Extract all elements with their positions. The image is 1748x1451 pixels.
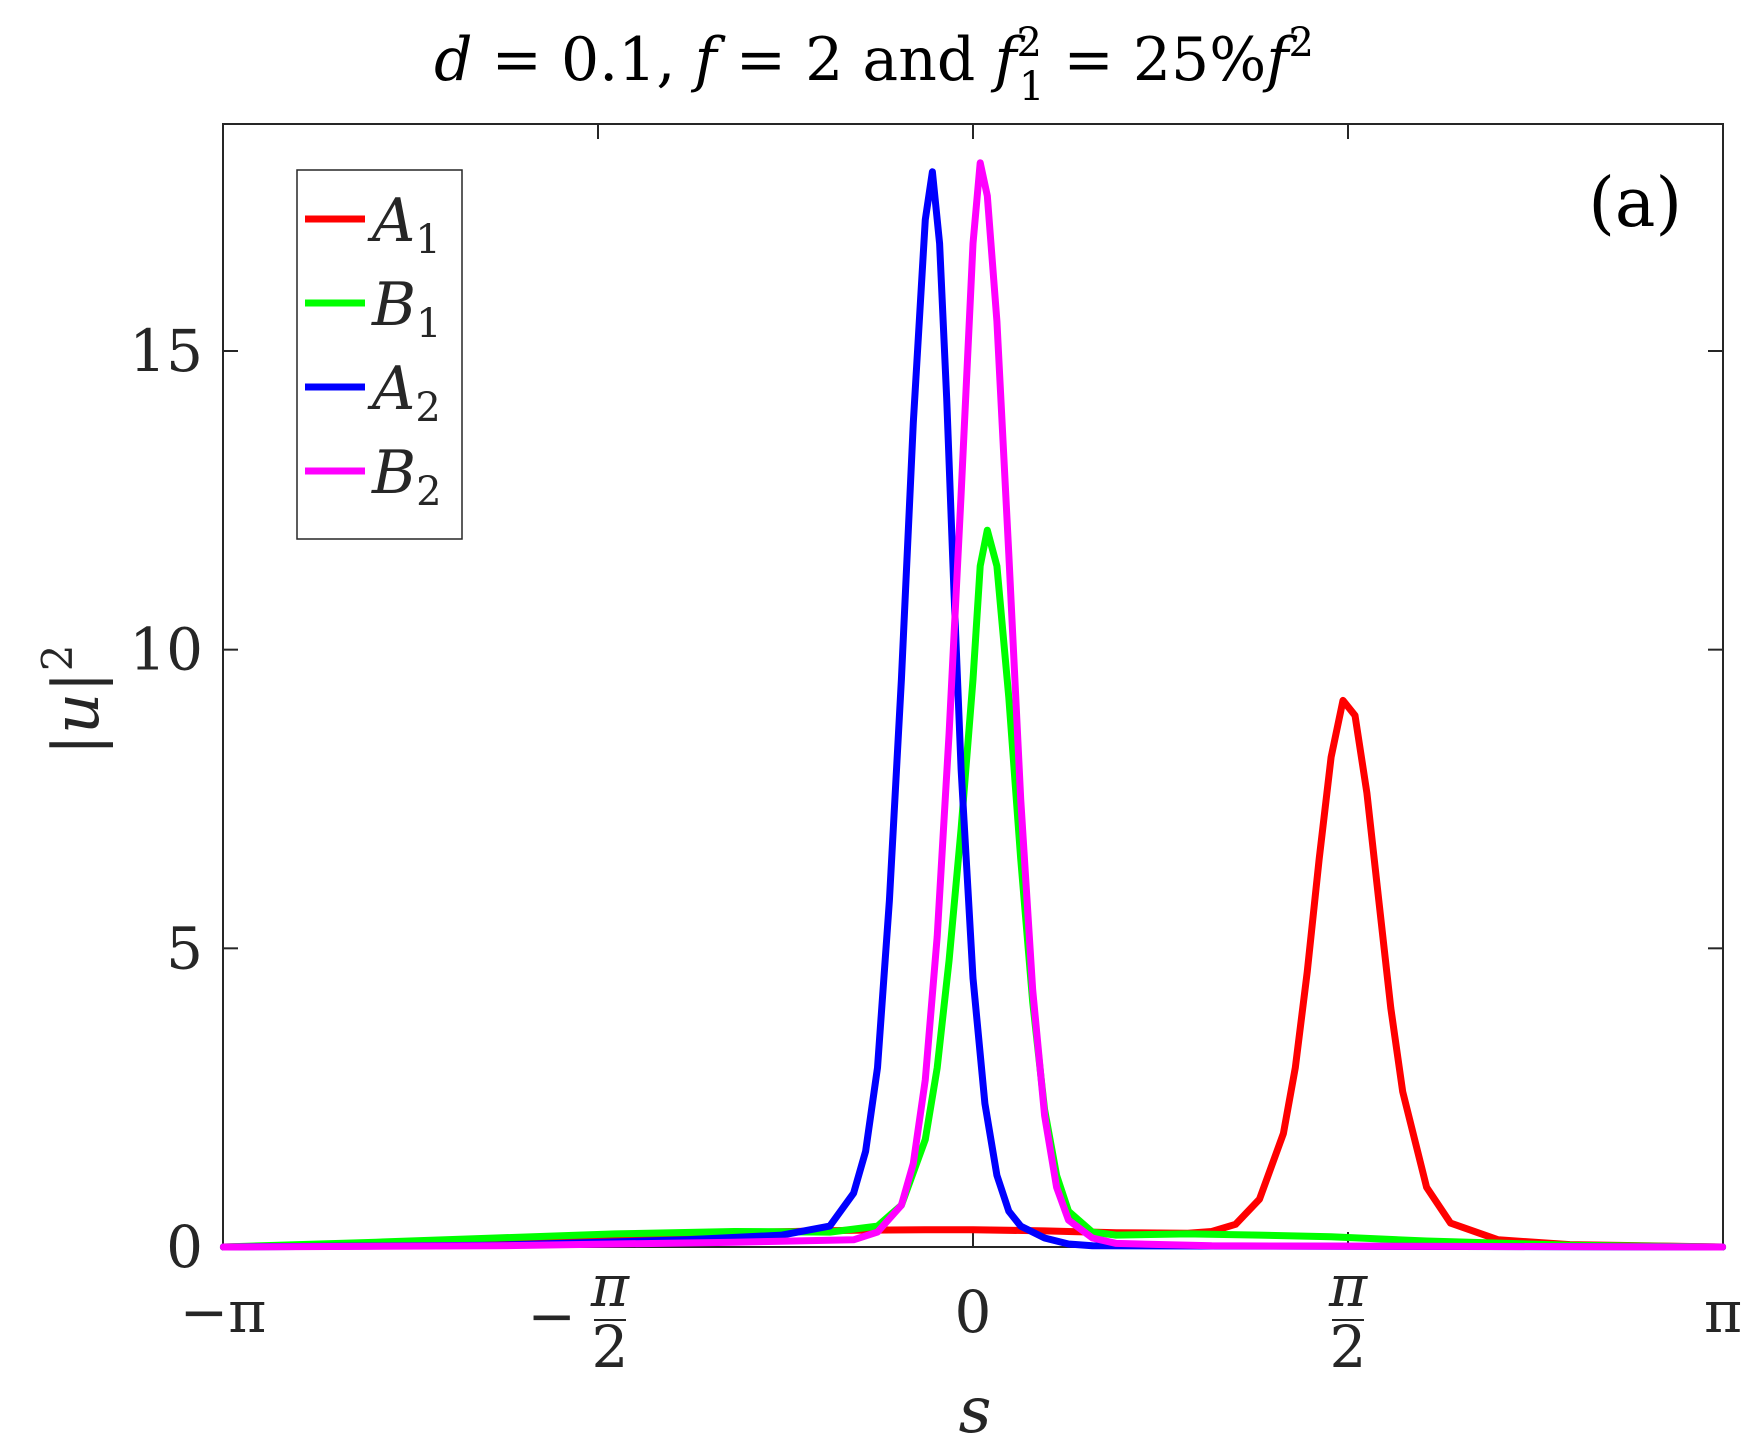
- svg-text:−π: −π: [180, 1278, 267, 1346]
- x-tick-label: − π2: [527, 1252, 630, 1381]
- panel-label: (a): [1588, 164, 1682, 243]
- legend-item-B1: B1: [305, 270, 442, 347]
- svg-text:π: π: [1328, 1252, 1368, 1320]
- legend-label: A2: [367, 354, 441, 431]
- title-connector: and: [862, 25, 975, 95]
- x-tick-label: π2: [1328, 1252, 1368, 1381]
- series-line-A2: [219, 168, 1727, 1251]
- title-percent: 25%: [1133, 25, 1266, 95]
- x-axis-label: s: [959, 1374, 992, 1448]
- x-tick-label: −π: [180, 1278, 267, 1346]
- svg-text:0: 0: [955, 1278, 992, 1346]
- legend-box: [296, 169, 463, 540]
- y-tick-label: 10: [129, 616, 203, 684]
- y-tick-label: 15: [129, 317, 203, 385]
- y-axis-label: |u|2: [33, 644, 114, 755]
- y-tick-label: 5: [166, 914, 203, 982]
- svg-text:2: 2: [1330, 1313, 1367, 1381]
- legend-item-A1: A1: [305, 186, 441, 263]
- x-tick-labels: −π − π20 π2π: [180, 1252, 1742, 1381]
- chart-title: d = 0.1, f = 2 and f2 1 = 25%f2: [434, 20, 1314, 110]
- x-tick-label: 0: [955, 1278, 992, 1346]
- legend-label: B2: [371, 438, 442, 515]
- legend-item-A2: A2: [305, 354, 441, 431]
- series-group: [219, 159, 1727, 1251]
- y-tick-labels: 0 5 10 15: [129, 317, 203, 1281]
- svg-text:2: 2: [592, 1313, 629, 1381]
- series-line-B2: [219, 159, 1727, 1251]
- svg-text:−: −: [527, 1282, 576, 1350]
- legend-item-B2: B2: [305, 438, 442, 515]
- x-tick-label: π: [1704, 1278, 1742, 1346]
- svg-text:π: π: [1704, 1278, 1742, 1346]
- title-d-value: 0.1: [561, 25, 656, 95]
- legend-label: A1: [367, 186, 441, 263]
- y-tick-label: 0: [166, 1213, 203, 1281]
- legend-label: B1: [371, 270, 442, 347]
- svg-text:π: π: [590, 1252, 630, 1320]
- title-f-value: 2: [805, 25, 843, 95]
